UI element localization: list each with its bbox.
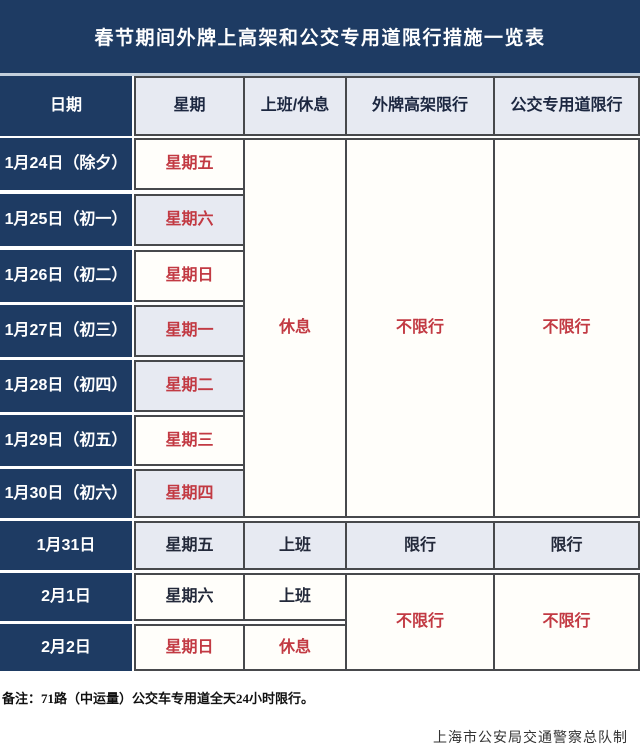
merged-rest-cell: 休息: [243, 138, 347, 518]
date-cell: 2月2日: [0, 624, 132, 671]
credit: 上海市公安局交通警察总队制: [433, 731, 628, 746]
date-cell: 2月1日: [0, 573, 132, 621]
weekday-cell: 星期日: [134, 250, 245, 302]
column-header-bus-lane: 公交专用道限行: [493, 76, 640, 136]
date-cell: 1月31日: [0, 521, 132, 570]
title-separator: [0, 73, 640, 76]
merged-elevated-no-restriction-cell: 不限行: [345, 573, 495, 671]
date-cell: 1月30日（初六）: [0, 469, 132, 518]
date-cell: 1月25日（初一）: [0, 194, 132, 246]
weekday-cell: 星期六: [134, 573, 245, 621]
column-header-date: 日期: [0, 76, 132, 136]
date-cell: 1月24日（除夕）: [0, 138, 132, 190]
column-header-elevated: 外牌高架限行: [345, 76, 495, 136]
column-header-week: 星期: [134, 76, 245, 136]
date-cell: 1月29日（初五）: [0, 415, 132, 466]
weekday-cell: 星期二: [134, 360, 245, 412]
merged-bus-lane-no-restriction-cell: 不限行: [493, 138, 640, 518]
weekday-cell: 星期日: [134, 624, 245, 671]
weekday-cell: 星期六: [134, 194, 245, 246]
work-status-cell: 上班: [243, 573, 347, 621]
date-cell: 1月26日（初二）: [0, 250, 132, 302]
title-bar: 春节期间外牌上高架和公交专用道限行措施一览表: [0, 0, 640, 73]
weekday-cell: 星期一: [134, 305, 245, 357]
weekday-cell: 星期五: [134, 138, 245, 190]
column-header-work: 上班/休息: [243, 76, 347, 136]
date-cell: 1月28日（初四）: [0, 360, 132, 412]
elevated-restriction-cell: 限行: [345, 521, 495, 570]
page-title: 春节期间外牌上高架和公交专用道限行措施一览表: [94, 28, 546, 49]
footnote: 备注：71路（中运量）公交车专用道全天24小时限行。: [2, 691, 315, 706]
bus-lane-restriction-cell: 限行: [493, 521, 640, 570]
weekday-cell: 星期四: [134, 469, 245, 518]
weekday-cell: 星期五: [134, 521, 245, 570]
merged-elevated-no-restriction-cell: 不限行: [345, 138, 495, 518]
work-status-cell: 上班: [243, 521, 347, 570]
merged-bus-lane-no-restriction-cell: 不限行: [493, 573, 640, 671]
date-cell: 1月27日（初三）: [0, 305, 132, 357]
weekday-cell: 星期三: [134, 415, 245, 466]
work-status-cell: 休息: [243, 624, 347, 671]
